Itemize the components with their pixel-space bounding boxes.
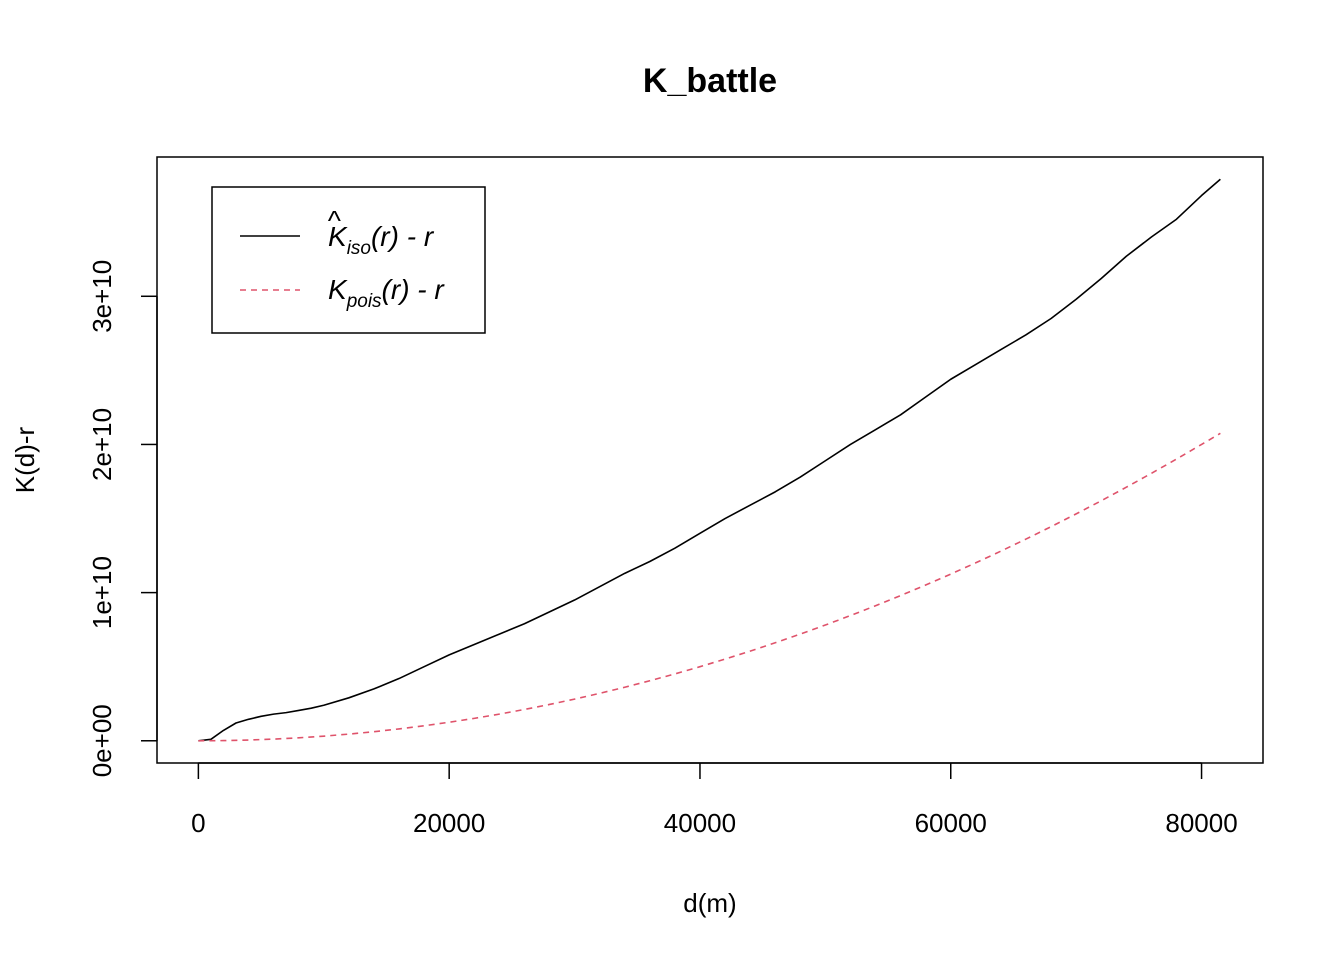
legend-hat-series-0: ^ <box>327 205 341 236</box>
series-line-0 <box>198 178 1221 742</box>
x-tick-label: 0 <box>191 808 205 838</box>
y-tick-label: 1e+10 <box>87 556 117 629</box>
series-line-1 <box>198 432 1221 742</box>
x-tick-label: 20000 <box>413 808 485 838</box>
y-tick-label: 3e+10 <box>87 260 117 333</box>
x-tick-label: 80000 <box>1165 808 1237 838</box>
x-axis: 0 20000 40000 60000 80000 <box>191 762 1238 838</box>
chart-title: K_battle <box>643 62 777 100</box>
x-tick-label: 60000 <box>915 808 987 838</box>
series-layer <box>198 178 1221 742</box>
y-tick-label: 0e+00 <box>87 704 117 777</box>
y-axis-title: K(d)-r <box>10 426 40 493</box>
y-axis: 0e+00 1e+10 2e+10 3e+10 <box>87 260 158 777</box>
legend-label-series-1: Kpois(r) - r <box>328 274 445 312</box>
legend-box <box>211 186 486 334</box>
x-axis-title: d(m) <box>683 888 736 918</box>
legend-label-series-0: Kiso(r) - r <box>328 221 435 259</box>
legend: ^ Kiso(r) - r Kpois(r) - r <box>211 186 486 334</box>
y-tick-label: 2e+10 <box>87 408 117 481</box>
x-tick-label: 40000 <box>664 808 736 838</box>
